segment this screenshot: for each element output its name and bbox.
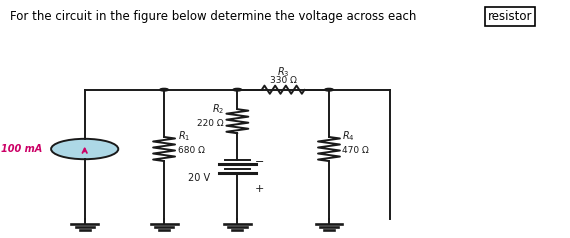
Circle shape	[325, 88, 333, 91]
Text: 330 Ω: 330 Ω	[270, 76, 296, 85]
Circle shape	[233, 88, 242, 91]
Text: resistor: resistor	[488, 10, 532, 23]
Text: $R_1$: $R_1$	[177, 129, 190, 143]
Text: For the circuit in the figure below determine the voltage across each: For the circuit in the figure below dete…	[10, 10, 417, 23]
Text: −: −	[254, 157, 264, 167]
Text: $R_3$: $R_3$	[277, 65, 290, 79]
Text: +: +	[254, 184, 264, 194]
Text: 220 Ω: 220 Ω	[197, 119, 224, 128]
Text: 470 Ω: 470 Ω	[343, 146, 369, 155]
Text: 20 V: 20 V	[188, 173, 210, 183]
Text: $R_4$: $R_4$	[343, 130, 355, 144]
Circle shape	[51, 139, 119, 159]
Circle shape	[160, 88, 168, 91]
Text: 680 Ω: 680 Ω	[177, 146, 205, 155]
Text: 100 mA: 100 mA	[1, 144, 42, 154]
Text: $R_2$: $R_2$	[211, 102, 224, 116]
